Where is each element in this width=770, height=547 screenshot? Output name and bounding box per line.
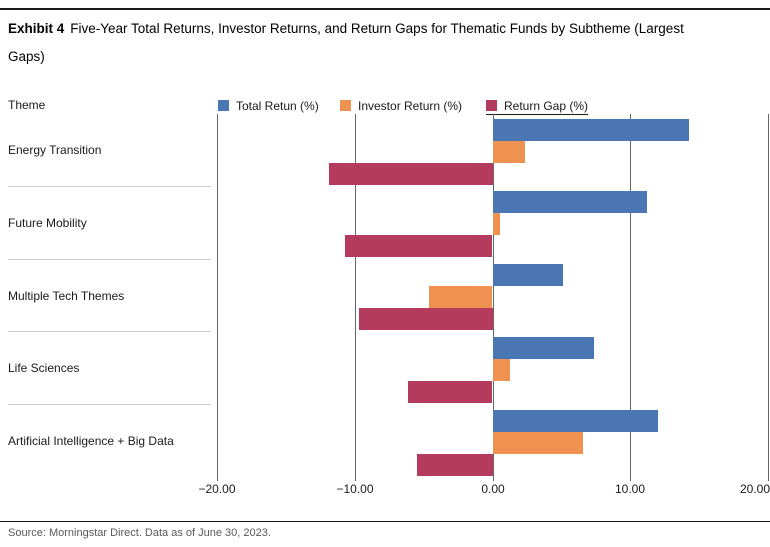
bar-total-return xyxy=(493,410,658,432)
axis-tick xyxy=(630,476,631,481)
legend-item-return-gap: Return Gap (%) xyxy=(486,98,589,115)
category-label: Future Mobility xyxy=(8,215,87,230)
bar-total-return xyxy=(493,191,647,213)
category-label: Artificial Intelligence + Big Data xyxy=(8,433,174,448)
grid-line xyxy=(217,114,218,476)
legend-swatch-total-return xyxy=(218,100,229,111)
bar-total-return xyxy=(493,264,563,286)
axis-tick-label: −20.00 xyxy=(198,482,236,496)
legend-label: Return Gap (%) xyxy=(504,98,589,113)
bar-investor-return xyxy=(429,286,492,308)
theme-column-header: Theme xyxy=(8,98,46,112)
bar-investor-return xyxy=(493,432,583,454)
row-separator xyxy=(8,186,211,187)
axis-tick xyxy=(768,476,769,481)
axis-tick-label: 20.00 xyxy=(739,482,770,496)
axis-tick xyxy=(355,476,356,481)
legend-swatch-investor-return xyxy=(340,100,351,111)
axis-tick-label: −10.00 xyxy=(336,482,374,496)
axis-tick-label: 10.00 xyxy=(614,482,646,496)
top-rule xyxy=(0,8,770,10)
source-note: Source: Morningstar Direct. Data as of J… xyxy=(8,527,271,539)
title-text: Five-Year Total Returns, Investor Return… xyxy=(8,21,684,64)
category-label: Life Sciences xyxy=(8,360,80,375)
grid-line xyxy=(630,114,631,476)
legend-item-investor-return: Investor Return (%) xyxy=(340,98,462,113)
grid-line xyxy=(493,114,494,476)
category-label: Energy Transition xyxy=(8,142,102,157)
bar-total-return xyxy=(493,337,594,359)
row-separator xyxy=(8,404,211,405)
bar-total-return xyxy=(493,119,689,141)
legend-item-total-return: Total Retun (%) xyxy=(218,98,319,113)
bottom-rule xyxy=(0,521,770,522)
bar-investor-return xyxy=(493,141,525,163)
axis-tick-label: 0.00 xyxy=(481,482,505,496)
bar-return-gap xyxy=(329,163,493,185)
bar-return-gap xyxy=(408,381,492,403)
bar-return-gap xyxy=(417,454,493,476)
exhibit-number: Exhibit 4 xyxy=(8,21,65,36)
grid-line xyxy=(768,114,769,476)
bar-return-gap xyxy=(345,235,492,257)
grid-line xyxy=(355,114,356,476)
legend-swatch-return-gap xyxy=(486,100,497,111)
bar-investor-return xyxy=(493,359,510,381)
bar-return-gap xyxy=(359,308,493,330)
row-separator xyxy=(8,259,211,260)
category-label: Multiple Tech Themes xyxy=(8,288,125,303)
axis-tick xyxy=(217,476,218,481)
legend-label: Total Retun (%) xyxy=(236,98,319,113)
chart-header-row: Theme Total Retun (%) Investor Return (%… xyxy=(0,98,770,115)
page-title: Exhibit 4 Five-Year Total Returns, Invest… xyxy=(8,15,720,71)
bar-investor-return xyxy=(493,213,500,235)
row-separator xyxy=(8,331,211,332)
legend-label: Investor Return (%) xyxy=(358,98,463,113)
axis-tick xyxy=(493,476,494,481)
